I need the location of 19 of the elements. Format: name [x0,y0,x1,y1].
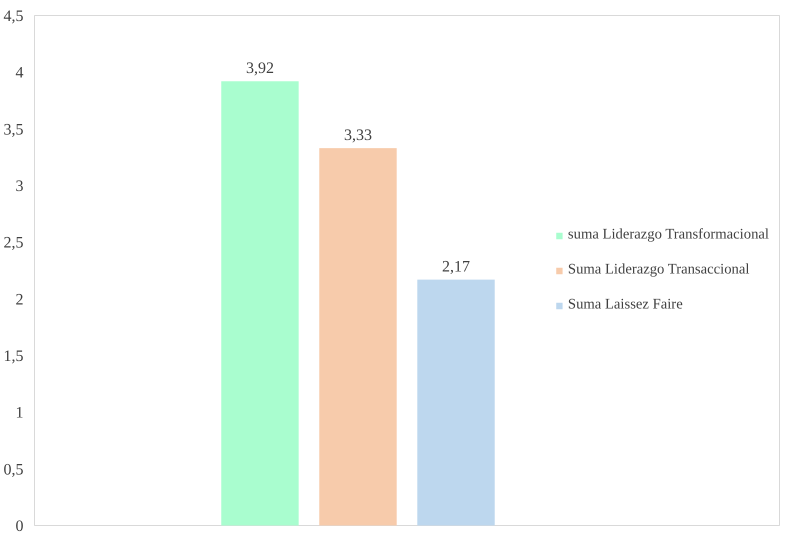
y-tick-label: 4,5 [4,8,24,25]
y-tick-label: 3,5 [4,121,24,138]
bar [417,280,495,526]
data-label: 3,92 [246,60,274,78]
y-tick-label: 2 [16,291,24,308]
data-label: 3,33 [344,127,372,144]
y-tick-label: 0 [16,518,24,535]
y-tick-label: 3 [16,178,24,195]
y-tick-label: 0,5 [4,461,24,478]
data-label: 2,17 [442,258,470,276]
legend-label: suma Liderazgo Transformacional [568,226,769,244]
legend-label: Suma Liderazgo Transaccional [568,262,750,278]
y-tick-label: 4 [16,64,24,82]
legend-label: Suma Laissez Faire [568,296,683,314]
y-tick-label: 1,5 [4,348,24,365]
bar [319,148,397,526]
bar [221,81,299,526]
y-tick-label: 1 [16,404,24,422]
y-tick-label: 2,5 [4,234,24,252]
